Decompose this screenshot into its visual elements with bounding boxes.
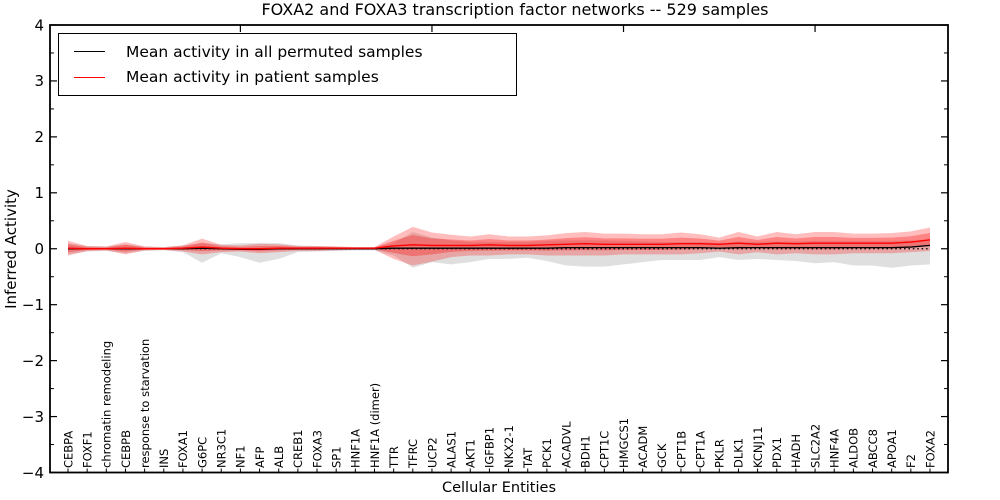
svg-text:CPT1B: CPT1B bbox=[674, 431, 688, 468]
svg-text:KCNJ11: KCNJ11 bbox=[751, 426, 765, 468]
svg-text:HADH: HADH bbox=[789, 434, 803, 468]
svg-text:BDH1: BDH1 bbox=[579, 435, 593, 468]
svg-text:ALAS1: ALAS1 bbox=[444, 431, 458, 468]
svg-text:PCK1: PCK1 bbox=[540, 438, 554, 468]
svg-text:FOXA1: FOXA1 bbox=[176, 430, 190, 468]
axis-ticks bbox=[50, 24, 948, 474]
chart-title: FOXA2 and FOXA3 transcription factor net… bbox=[261, 0, 769, 19]
svg-text:CEBPB: CEBPB bbox=[119, 430, 133, 468]
legend: Mean activity in all permuted samples Me… bbox=[58, 33, 517, 96]
svg-text:CPT1C: CPT1C bbox=[598, 431, 612, 468]
svg-text:GCK: GCK bbox=[655, 443, 669, 468]
svg-text:TAT: TAT bbox=[521, 447, 535, 469]
svg-text:TFRC: TFRC bbox=[406, 439, 420, 469]
svg-text:CEBPA: CEBPA bbox=[61, 431, 75, 468]
svg-text:0: 0 bbox=[34, 240, 44, 258]
line-patient-mean bbox=[67, 239, 931, 250]
svg-text:−1: −1 bbox=[22, 296, 44, 314]
svg-text:ALDOB: ALDOB bbox=[847, 428, 861, 468]
svg-text:UCP2: UCP2 bbox=[425, 437, 439, 468]
svg-text:PDX1: PDX1 bbox=[770, 437, 784, 468]
svg-text:APOA1: APOA1 bbox=[885, 429, 899, 468]
band-permuted-range bbox=[68, 231, 930, 268]
svg-text:SP1: SP1 bbox=[329, 446, 343, 468]
legend-entry-patient: Mean activity in patient samples bbox=[59, 65, 516, 89]
svg-text:FOXA3: FOXA3 bbox=[310, 430, 324, 468]
svg-text:FOXA2: FOXA2 bbox=[923, 430, 937, 468]
svg-text:NR3C1: NR3C1 bbox=[215, 429, 229, 468]
svg-text:2: 2 bbox=[34, 128, 44, 146]
svg-text:INS: INS bbox=[157, 449, 171, 468]
svg-text:IGFBP1: IGFBP1 bbox=[483, 427, 497, 468]
svg-text:FOXF1: FOXF1 bbox=[80, 431, 94, 468]
svg-text:ALB: ALB bbox=[272, 446, 286, 468]
svg-text:HNF1A: HNF1A bbox=[349, 429, 363, 468]
svg-text:ACADM: ACADM bbox=[636, 426, 650, 468]
svg-text:HNF4A: HNF4A bbox=[828, 429, 842, 468]
svg-text:−2: −2 bbox=[22, 352, 44, 370]
svg-text:TTR: TTR bbox=[387, 446, 401, 469]
svg-text:DLK1: DLK1 bbox=[732, 438, 746, 468]
svg-text:ACADVL: ACADVL bbox=[559, 421, 573, 468]
svg-text:3: 3 bbox=[34, 72, 44, 90]
svg-text:HMGCS1: HMGCS1 bbox=[617, 418, 631, 468]
y-tick-labels: 4 3 2 1 0 −1 −2 −3 −4 bbox=[22, 16, 44, 482]
svg-text:NKX2-1: NKX2-1 bbox=[502, 425, 516, 468]
permuted-line-swatch-icon bbox=[74, 51, 105, 53]
svg-text:AKT1: AKT1 bbox=[464, 439, 478, 468]
svg-text:CPT1A: CPT1A bbox=[693, 431, 707, 468]
svg-text:chromatin remodeling: chromatin remodeling bbox=[100, 341, 114, 468]
svg-text:ABCC8: ABCC8 bbox=[866, 429, 880, 468]
band-patient-range-outer bbox=[68, 226, 930, 266]
svg-text:HNF1A (dimer): HNF1A (dimer) bbox=[368, 383, 382, 468]
svg-text:−3: −3 bbox=[22, 408, 44, 426]
legend-label-patient: Mean activity in patient samples bbox=[126, 68, 379, 87]
svg-text:CREB1: CREB1 bbox=[291, 430, 305, 469]
line-permuted-mean bbox=[68, 244, 931, 250]
svg-text:G6PC: G6PC bbox=[195, 437, 209, 468]
svg-text:1: 1 bbox=[34, 184, 44, 202]
x-axis-label: Cellular Entities bbox=[441, 480, 557, 496]
svg-text:PKLR: PKLR bbox=[713, 439, 727, 468]
svg-text:SLC2A2: SLC2A2 bbox=[808, 424, 822, 468]
x-tick-labels: CEBPA FOXF1 chromatin remodeling CEBPB respo… bbox=[61, 339, 937, 469]
svg-text:F2: F2 bbox=[904, 454, 918, 468]
svg-text:NF1: NF1 bbox=[234, 445, 248, 468]
patient-line-swatch-icon bbox=[74, 76, 105, 78]
svg-text:response to starvation: response to starvation bbox=[138, 339, 152, 468]
svg-text:4: 4 bbox=[34, 16, 44, 34]
legend-entry-permuted: Mean activity in all permuted samples bbox=[59, 40, 516, 64]
svg-text:AFP: AFP bbox=[253, 447, 267, 468]
svg-text:−4: −4 bbox=[22, 464, 44, 482]
legend-label-permuted: Mean activity in all permuted samples bbox=[126, 42, 423, 61]
